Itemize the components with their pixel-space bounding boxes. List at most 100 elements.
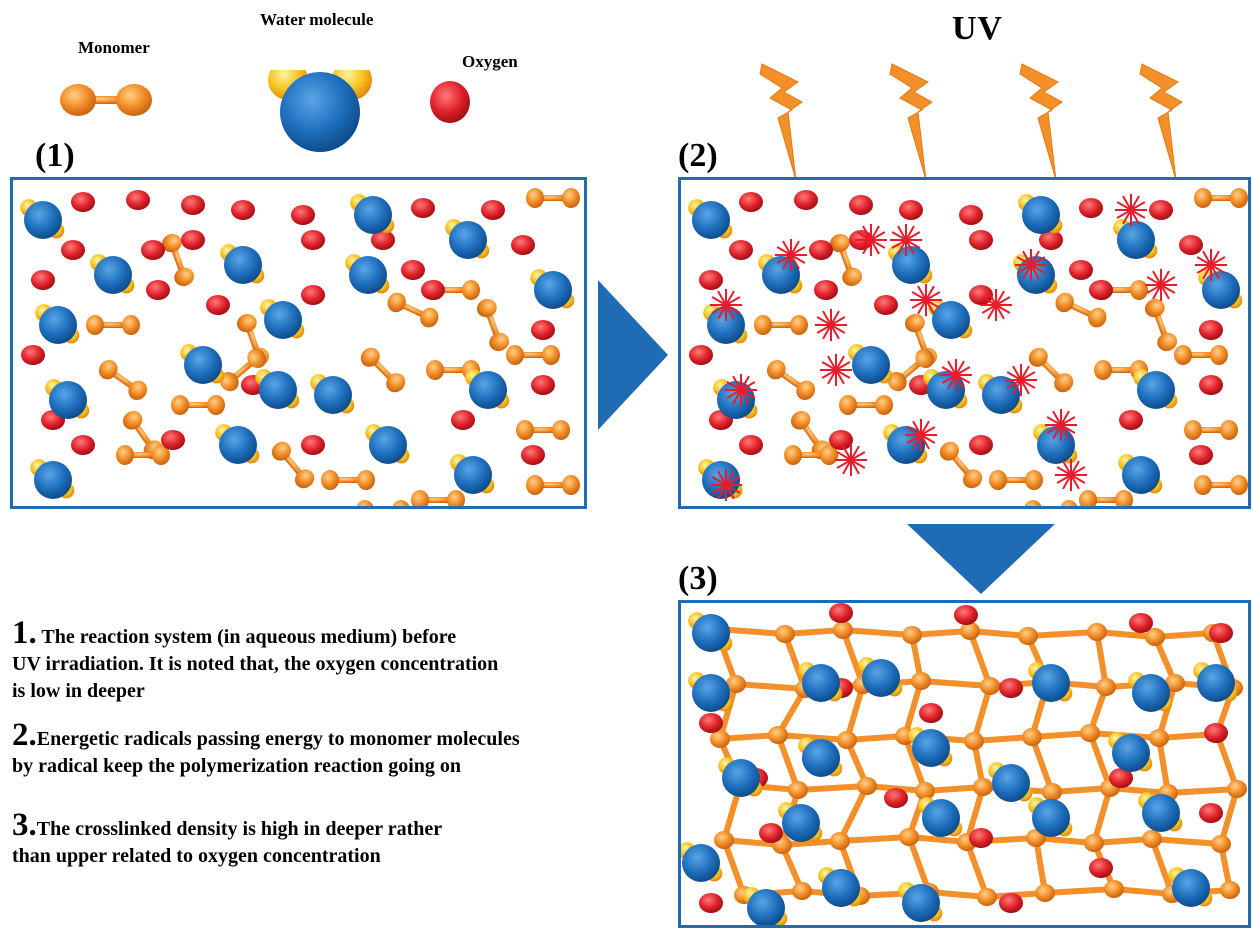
water-molecule <box>1028 662 1073 702</box>
caption-3-line-1: The crosslinked density is high in deepe… <box>36 818 443 840</box>
monomer-molecule <box>171 395 225 415</box>
water-molecule <box>1138 792 1183 832</box>
oxygen-molecule <box>511 235 535 255</box>
oxygen-molecule <box>969 828 993 848</box>
monomer-molecule <box>411 490 465 506</box>
water-molecule <box>681 842 723 882</box>
water-molecule <box>90 254 135 294</box>
oxygen-molecule <box>1199 803 1223 823</box>
oxygen-molecule <box>371 230 395 250</box>
water-molecule <box>1018 194 1063 234</box>
monomer-molecule <box>839 395 893 415</box>
water-molecule <box>45 379 90 419</box>
oxygen-molecule <box>1089 858 1113 878</box>
arrow-right-icon <box>598 280 668 430</box>
uv-label: UV <box>952 10 1004 47</box>
oxygen-molecule <box>1039 230 1063 250</box>
water-molecule <box>35 304 80 344</box>
water-molecule <box>988 762 1033 802</box>
oxygen-molecule <box>699 270 723 290</box>
water-molecule <box>688 199 733 239</box>
oxygen-molecule <box>1199 320 1223 340</box>
water-molecule <box>888 244 933 284</box>
panel-2-scene <box>688 188 1248 506</box>
oxygen-molecule <box>1079 198 1103 218</box>
oxygen-molecule <box>699 893 723 913</box>
radical-icon <box>1005 364 1037 396</box>
water-molecule <box>445 219 490 259</box>
monomer-molecule <box>766 359 816 401</box>
panel-3-label: (3) <box>678 560 718 597</box>
water-molecule <box>465 369 510 409</box>
oxygen-molecule <box>1189 445 1213 465</box>
water-molecule <box>450 454 495 494</box>
monomer-molecule <box>784 445 838 465</box>
oxygen-molecule <box>849 195 873 215</box>
water-molecule-icon <box>268 70 372 152</box>
water-molecule <box>255 369 300 409</box>
monomer-molecule <box>360 347 406 393</box>
water-molecule <box>1168 867 1213 907</box>
oxygen-molecule <box>451 410 475 430</box>
oxygen-molecule <box>71 435 95 455</box>
monomer-molecule <box>1194 188 1248 208</box>
oxygen-molecule <box>231 200 255 220</box>
radical-icon <box>980 289 1012 321</box>
radical-icon <box>1115 194 1147 226</box>
legend-monomer-label: Monomer <box>78 38 150 57</box>
oxygen-molecule <box>61 240 85 260</box>
oxygen-molecule <box>919 703 943 723</box>
monomer-molecule <box>1024 500 1078 506</box>
caption-1-line-2: UV irradiation. It is noted that, the ox… <box>12 653 499 675</box>
water-molecule <box>1028 797 1073 837</box>
oxygen-molecule <box>999 678 1023 698</box>
caption-1-line-1: The reaction system (in aqueous medium) … <box>41 626 457 648</box>
oxygen-molecule <box>1069 260 1093 280</box>
oxygen-molecule <box>739 192 763 212</box>
radical-icon <box>815 309 847 341</box>
water-molecule <box>365 424 410 464</box>
oxygen-molecule <box>1109 768 1133 788</box>
oxygen-molecule <box>181 230 205 250</box>
monomer-molecule <box>887 348 935 392</box>
oxygen-molecule <box>969 435 993 455</box>
oxygen-molecule <box>1089 280 1113 300</box>
legend-water-label: Water molecule <box>260 10 374 29</box>
monomer-icon <box>60 84 152 116</box>
water-molecule <box>1033 424 1078 464</box>
oxygen-molecule <box>1119 410 1143 430</box>
panel-1-label: (1) <box>35 137 75 174</box>
oxygen-molecule <box>954 605 978 625</box>
caption-3: 3.The crosslinked density is high in dee… <box>12 809 443 870</box>
water-molecule <box>818 867 863 907</box>
oxygen-molecule <box>1209 623 1233 643</box>
oxygen-molecule <box>814 280 838 300</box>
panel-3 <box>678 600 1251 928</box>
oxygen-molecule <box>999 893 1023 913</box>
oxygen-molecule <box>1129 613 1153 633</box>
caption-2-line-2: by radical keep the polymerization react… <box>12 755 462 777</box>
monomer-molecule <box>1055 292 1107 328</box>
water-molecule <box>848 344 893 384</box>
oxygen-molecule <box>401 260 425 280</box>
oxygen-molecule <box>1199 375 1223 395</box>
radical-icon <box>725 374 757 406</box>
water-molecule <box>350 194 395 234</box>
water-molecule <box>898 882 943 922</box>
monomer-molecule <box>98 359 148 401</box>
polymer-network <box>706 620 1247 906</box>
oxygen-molecule <box>126 190 150 210</box>
radical-icon <box>890 224 922 256</box>
oxygen-molecule <box>181 195 205 215</box>
uv-bolt-icon <box>1019 63 1063 181</box>
oxygen-molecule <box>141 240 165 260</box>
oxygen-molecule <box>794 190 818 210</box>
radical-icon <box>820 354 852 386</box>
water-molecule <box>688 672 733 712</box>
monomer-molecule <box>116 445 170 465</box>
panel-2-label: (2) <box>678 137 718 174</box>
panel-2 <box>678 177 1251 509</box>
water-molecule <box>1118 454 1163 494</box>
water-molecule <box>215 424 260 464</box>
caption-3-line-2: than upper related to oxygen concentrati… <box>12 845 381 867</box>
